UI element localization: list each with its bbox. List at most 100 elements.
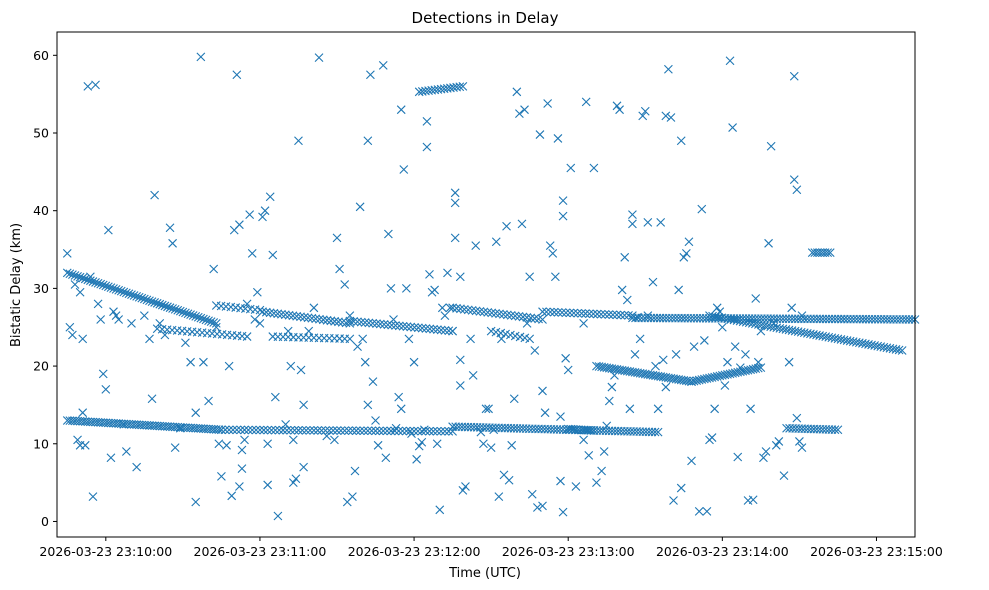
data-point xyxy=(86,276,95,286)
data-point xyxy=(383,229,393,239)
data-point xyxy=(833,425,843,435)
data-point xyxy=(681,249,691,258)
data-point xyxy=(475,306,485,316)
data-point xyxy=(728,368,737,378)
data-point xyxy=(183,309,193,319)
data-point xyxy=(145,334,154,344)
data-point xyxy=(413,323,423,333)
data-point xyxy=(336,426,346,435)
data-point xyxy=(268,250,278,260)
data-point xyxy=(265,192,275,202)
data-point xyxy=(443,268,452,278)
data-point xyxy=(121,288,131,298)
data-point xyxy=(386,426,396,436)
data-point xyxy=(322,431,332,441)
data-point xyxy=(471,306,481,316)
data-point xyxy=(507,440,517,450)
data-point xyxy=(304,326,314,336)
data-point xyxy=(396,105,406,115)
data-point xyxy=(222,440,231,450)
data-point xyxy=(795,437,804,446)
data-point xyxy=(398,426,407,436)
data-point xyxy=(497,334,506,344)
data-point xyxy=(579,435,589,445)
data-point xyxy=(232,70,242,80)
data-point xyxy=(267,425,276,435)
data-point xyxy=(518,312,528,322)
data-point xyxy=(440,311,450,320)
data-point xyxy=(548,249,558,258)
data-point xyxy=(504,475,514,485)
data-point xyxy=(417,323,427,333)
data-point xyxy=(602,421,612,431)
data-point xyxy=(142,295,152,305)
data-point xyxy=(635,334,645,344)
data-point xyxy=(650,427,660,437)
data-point xyxy=(612,101,622,111)
data-point xyxy=(702,506,712,516)
data-point xyxy=(101,281,111,291)
data-point xyxy=(78,334,88,344)
data-point xyxy=(351,426,361,436)
data-point xyxy=(530,346,540,355)
data-point xyxy=(584,451,594,460)
data-point xyxy=(421,324,431,333)
x-axis-label: Time (UTC) xyxy=(448,566,521,581)
data-point xyxy=(399,165,409,174)
data-point xyxy=(375,426,384,436)
data-point xyxy=(720,381,730,390)
data-point xyxy=(563,365,573,375)
x-tick-label: 2026-03-23 23:10:00 xyxy=(39,544,172,559)
data-point xyxy=(181,338,190,348)
data-point xyxy=(227,491,237,501)
data-point xyxy=(526,313,536,323)
data-point xyxy=(109,307,118,317)
data-point xyxy=(186,310,195,320)
data-point xyxy=(311,314,321,324)
data-point xyxy=(86,272,95,282)
data-point xyxy=(792,185,802,195)
data-point xyxy=(484,404,493,414)
data-point xyxy=(196,52,206,62)
data-point xyxy=(344,426,353,436)
data-point xyxy=(401,283,411,293)
data-point xyxy=(280,310,290,320)
data-point xyxy=(211,322,221,332)
data-point xyxy=(715,307,725,317)
data-point xyxy=(330,316,340,326)
data-point xyxy=(748,364,758,374)
data-point xyxy=(897,346,907,355)
data-point xyxy=(425,324,435,334)
data-point xyxy=(299,312,309,322)
data-point xyxy=(366,70,375,80)
data-point xyxy=(332,426,342,435)
data-point xyxy=(116,286,126,296)
data-point xyxy=(608,310,618,320)
data-point xyxy=(137,293,147,303)
data-point xyxy=(214,439,224,449)
data-point xyxy=(558,196,568,205)
data-point xyxy=(738,366,748,376)
data-point xyxy=(80,274,90,284)
data-point xyxy=(273,511,283,521)
data-point xyxy=(538,307,547,317)
data-point xyxy=(432,325,442,335)
data-point xyxy=(561,308,571,318)
data-point xyxy=(263,480,273,490)
data-point xyxy=(756,326,766,336)
data-point xyxy=(425,270,434,279)
data-point xyxy=(240,435,249,445)
data-point xyxy=(558,211,568,221)
data-point xyxy=(715,371,725,381)
data-point xyxy=(437,303,447,313)
data-point xyxy=(557,308,567,317)
data-point xyxy=(363,400,373,410)
data-point xyxy=(255,425,265,435)
data-point xyxy=(525,272,535,282)
data-point xyxy=(455,272,465,282)
data-point xyxy=(247,425,257,435)
data-point xyxy=(481,404,491,414)
data-point xyxy=(160,301,170,311)
data-point xyxy=(261,307,271,317)
data-point xyxy=(88,277,98,286)
